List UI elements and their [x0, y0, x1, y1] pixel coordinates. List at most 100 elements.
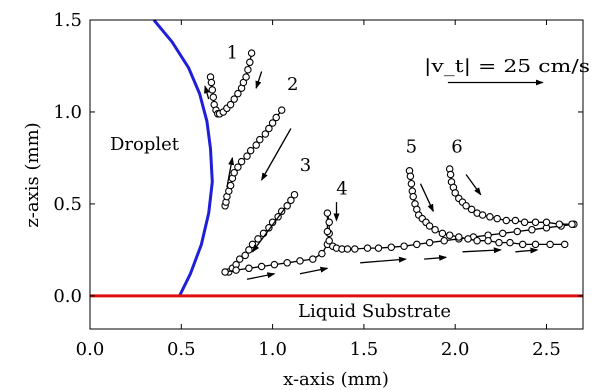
velocity-arrow [360, 256, 407, 264]
data-point [243, 152, 251, 160]
data-point [272, 113, 280, 122]
velocity-arrow [251, 207, 286, 253]
data-point [232, 266, 240, 274]
x-tick-label: 0.0 [76, 339, 105, 360]
data-point [252, 141, 260, 149]
data-point [234, 89, 242, 98]
data-point [254, 235, 262, 243]
velocity-arrow [299, 266, 329, 275]
data-point [245, 264, 253, 273]
data-point [265, 124, 273, 133]
data-point [478, 211, 487, 219]
substrate-annotation: Liquid Substrate [298, 301, 451, 322]
data-point [387, 243, 396, 251]
data-point [407, 179, 416, 188]
data-point [446, 170, 455, 179]
data-point [208, 86, 217, 94]
data-point [568, 220, 576, 228]
data-point [374, 244, 383, 252]
data-point [464, 235, 472, 243]
data-point [257, 262, 266, 271]
data-point [445, 231, 454, 239]
data-point [462, 202, 470, 210]
data-point [546, 240, 554, 249]
y-tick-label: 0.0 [53, 286, 82, 307]
data-point [493, 214, 501, 223]
data-point [318, 249, 326, 258]
data-point [261, 130, 270, 138]
x-tick-label: 1.5 [350, 339, 379, 360]
trajectory-label: 1 [227, 43, 238, 64]
data-point [531, 240, 540, 249]
data-point [270, 260, 279, 269]
x-tick-label: 0.5 [167, 339, 196, 360]
data-point [473, 236, 481, 245]
data-point [511, 216, 520, 225]
data-point [542, 218, 551, 227]
trajectory-label: 6 [451, 136, 462, 157]
data-point [406, 172, 415, 181]
data-point [287, 196, 295, 205]
data-point [277, 106, 286, 114]
data-point [230, 168, 238, 177]
data-point [283, 202, 291, 210]
data-point [495, 238, 503, 247]
velocity-arrow [261, 128, 292, 181]
data-point [209, 93, 218, 101]
data-point [451, 189, 459, 197]
data-point [226, 181, 235, 190]
data-point [520, 218, 529, 227]
data-point [431, 225, 439, 234]
data-point [363, 244, 372, 252]
trajectory-label: 2 [287, 74, 298, 95]
data-point [207, 78, 216, 87]
data-point [400, 242, 408, 250]
velocity-arrow [246, 272, 276, 280]
data-point [230, 95, 238, 103]
data-point [467, 205, 476, 214]
velocity-scale-annotation: |v_t| = 25 cm/s [424, 56, 590, 77]
data-point [455, 233, 463, 241]
data-point [226, 100, 235, 109]
data-point [325, 218, 333, 227]
data-point [235, 255, 244, 263]
trajectory-6 [445, 165, 576, 228]
data-point [244, 65, 252, 74]
velocity-arrow [462, 247, 502, 254]
data-point [265, 224, 273, 232]
data-point [309, 255, 317, 263]
velocity-arrow [255, 71, 263, 90]
data-point [484, 236, 492, 245]
data-point [528, 225, 536, 234]
data-point [440, 236, 448, 245]
data-point [325, 236, 333, 245]
data-point [506, 238, 514, 247]
data-point [531, 218, 540, 227]
data-point [351, 245, 359, 253]
data-point [246, 58, 254, 67]
x-tick-label: 2.0 [441, 339, 470, 360]
x-tick-label: 1.0 [258, 339, 287, 360]
data-point [409, 192, 417, 201]
data-point [296, 257, 304, 265]
data-point [518, 240, 527, 249]
y-tick-label: 1.0 [53, 102, 82, 123]
y-axis-label: z-axis (mm) [22, 122, 43, 227]
velocity-arrow [515, 247, 539, 254]
data-point [486, 213, 494, 221]
data-point [234, 163, 242, 171]
velocity-arrow [465, 174, 482, 196]
data-point [438, 229, 447, 238]
data-point [513, 227, 522, 236]
trajectory-1 [206, 49, 256, 118]
x-axis-label: x-axis (mm) [283, 369, 389, 390]
data-point [323, 209, 332, 217]
velocity-arrow [424, 254, 448, 261]
data-point [343, 245, 352, 253]
data-point [246, 146, 255, 155]
data-point [425, 238, 434, 247]
trajectory-label: 5 [406, 136, 417, 157]
data-point [283, 259, 291, 267]
data-point [242, 73, 250, 81]
